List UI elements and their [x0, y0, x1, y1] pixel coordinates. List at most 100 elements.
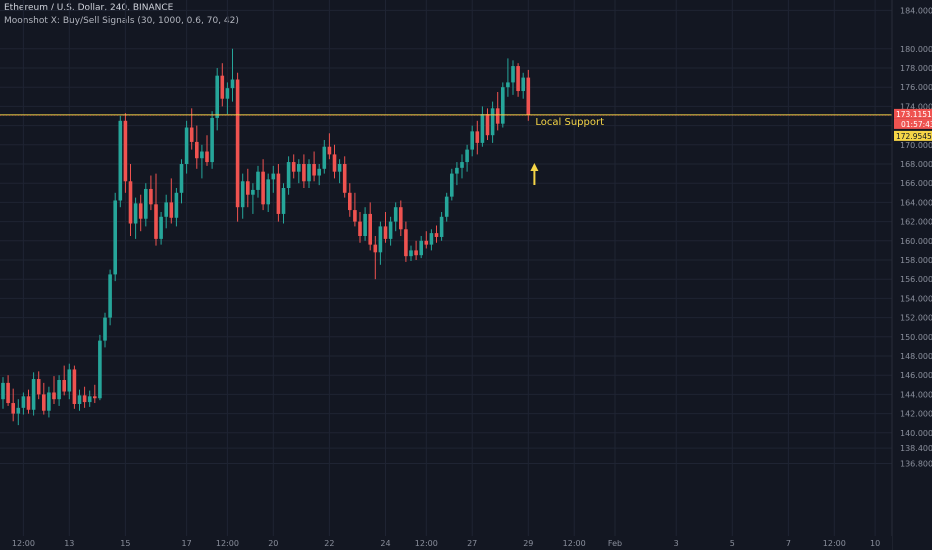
candle — [337, 159, 342, 184]
time-tick-label: 3 — [674, 539, 679, 548]
candle — [240, 173, 245, 219]
candle — [220, 63, 225, 107]
candle — [439, 212, 444, 241]
candle — [149, 175, 153, 211]
candle-body — [327, 146, 332, 155]
candle-body — [450, 173, 454, 197]
price-tick-label: 142.000000 — [900, 410, 932, 419]
candle-body — [67, 369, 72, 392]
candle — [327, 133, 332, 160]
candle-body — [337, 164, 342, 172]
candle-body — [149, 188, 153, 205]
time-tick-label: Feb — [608, 539, 622, 548]
candle-body — [342, 164, 347, 193]
candle-body — [399, 207, 403, 230]
candle-body — [98, 340, 102, 399]
candle-body — [383, 226, 388, 239]
candle — [169, 178, 174, 224]
price-axis[interactable] — [892, 0, 932, 550]
time-tick-label: 20 — [268, 539, 278, 548]
candle-body — [261, 171, 265, 205]
price-tick-label: 168.000000 — [900, 160, 932, 169]
candle-body — [266, 179, 270, 205]
candle-body — [246, 181, 250, 195]
time-tick-label: 27 — [467, 539, 477, 548]
price-tick-label: 178.000000 — [900, 64, 932, 73]
candle-body — [118, 120, 123, 201]
price-tick-label: 138.400000 — [900, 444, 932, 453]
candle-body — [388, 221, 393, 239]
candle-body — [210, 117, 214, 163]
candle — [475, 120, 480, 155]
candle-body — [138, 203, 143, 219]
candle — [42, 382, 46, 415]
candle — [47, 386, 51, 418]
candle — [465, 144, 469, 172]
candle — [154, 173, 158, 246]
candle-body — [393, 207, 398, 222]
candle-body — [526, 77, 531, 116]
time-tick-label: 5 — [730, 539, 735, 548]
candle-body — [322, 146, 327, 169]
candle-body — [414, 250, 418, 256]
candle-body — [133, 203, 138, 224]
candle — [118, 116, 123, 208]
candle — [21, 392, 26, 415]
candle-body — [159, 216, 163, 239]
candle-body — [363, 213, 367, 236]
time-tick-label: 22 — [324, 539, 334, 548]
support-badge-text: 172.954566 — [896, 132, 932, 141]
candle — [307, 159, 311, 188]
candle — [159, 212, 163, 245]
candle — [6, 375, 10, 406]
candle-body — [424, 240, 429, 245]
candle — [256, 165, 260, 198]
candle — [36, 371, 41, 400]
candle — [312, 151, 316, 182]
candle — [1, 377, 5, 409]
candle-body — [93, 396, 97, 399]
candle-body — [251, 189, 255, 195]
price-tick-label: 162.000000 — [900, 218, 932, 227]
candle — [322, 140, 327, 174]
candle-body — [184, 127, 189, 164]
candle-body — [480, 114, 485, 143]
candle — [67, 363, 72, 400]
candle — [62, 365, 66, 396]
candle — [419, 236, 423, 259]
candle-body — [220, 75, 225, 99]
candle — [11, 388, 15, 422]
candle-body — [230, 79, 235, 89]
candle — [348, 183, 352, 217]
candle — [261, 159, 265, 211]
candle — [57, 375, 61, 406]
support-label: Local Support — [535, 117, 604, 128]
candle — [235, 72, 240, 222]
candle — [87, 390, 92, 407]
time-axis[interactable] — [0, 536, 892, 550]
price-tick-label: 176.000000 — [900, 83, 932, 92]
time-tick-label: 13 — [64, 539, 74, 548]
candle-body — [506, 82, 510, 88]
price-tick-label: 154.000000 — [900, 294, 932, 303]
price-tick-label: 144.000000 — [900, 390, 932, 399]
candle-body — [373, 244, 378, 253]
candle — [128, 164, 133, 236]
candle — [353, 192, 357, 227]
candle-body — [358, 221, 362, 236]
candles — [1, 48, 531, 426]
candle-body — [36, 379, 41, 395]
price-tick-label: 158.000000 — [900, 256, 932, 265]
candle — [103, 312, 107, 348]
candle-body — [215, 75, 219, 118]
candle — [332, 144, 337, 179]
time-tick-label: 24 — [380, 539, 390, 548]
time-tick-label: 12:00 — [12, 539, 35, 548]
candle-body — [77, 395, 82, 404]
candle-body — [128, 181, 133, 224]
countdown-badge-text: 01:57:43 — [901, 120, 932, 129]
price-badge-text: 173.115157 — [896, 110, 932, 119]
candle-body — [291, 162, 296, 172]
candle — [424, 231, 429, 249]
